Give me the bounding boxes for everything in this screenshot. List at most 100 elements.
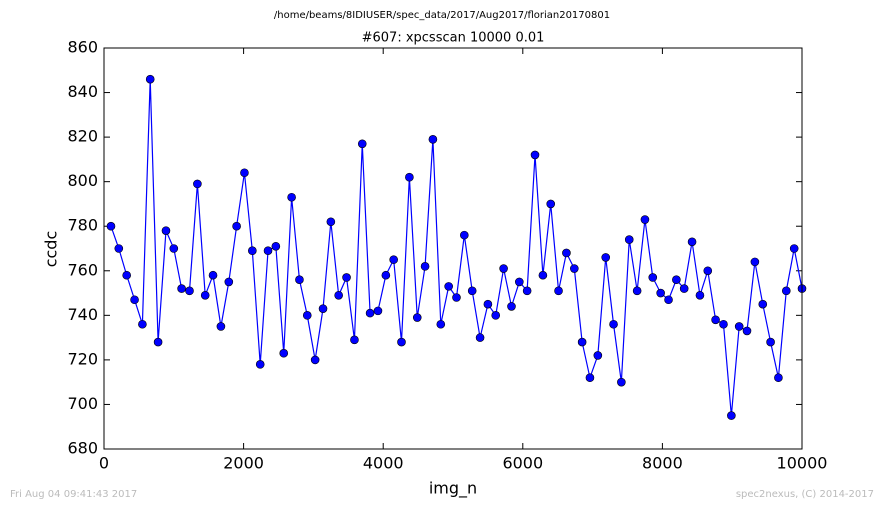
x-tick-label: 4000 bbox=[363, 454, 404, 473]
point bbox=[310, 355, 320, 365]
x-tick-label: 0 bbox=[99, 454, 109, 473]
point bbox=[711, 315, 720, 325]
point bbox=[734, 322, 744, 331]
point bbox=[577, 337, 587, 347]
point bbox=[664, 295, 673, 305]
point bbox=[279, 348, 289, 358]
point bbox=[703, 266, 713, 276]
point bbox=[255, 360, 265, 369]
point bbox=[169, 244, 179, 253]
point bbox=[640, 215, 650, 224]
point bbox=[656, 288, 665, 298]
y-tick-label: 820 bbox=[67, 127, 98, 146]
x-tick-label: 8000 bbox=[642, 454, 683, 473]
point bbox=[216, 322, 226, 331]
point bbox=[240, 168, 249, 178]
x-tick-label: 6000 bbox=[502, 454, 543, 473]
point bbox=[687, 237, 697, 247]
point bbox=[114, 244, 124, 253]
point bbox=[412, 313, 422, 322]
plot-frame bbox=[103, 47, 803, 450]
suptitle: /home/beams/8IDIUSER/spec_data/2017/Aug2… bbox=[274, 10, 610, 21]
point bbox=[153, 337, 163, 347]
point bbox=[436, 319, 446, 329]
point bbox=[208, 270, 218, 280]
series-line bbox=[110, 79, 803, 416]
point bbox=[475, 333, 485, 342]
point bbox=[507, 302, 516, 311]
y-axis-label: ccdc bbox=[42, 231, 61, 268]
point bbox=[672, 275, 681, 284]
point bbox=[263, 246, 273, 256]
x-tick-label: 2000 bbox=[223, 454, 264, 473]
point bbox=[373, 306, 383, 316]
y-tick-label: 740 bbox=[67, 305, 98, 324]
point bbox=[122, 270, 131, 280]
point bbox=[138, 319, 147, 329]
point bbox=[585, 373, 595, 383]
point bbox=[570, 264, 579, 273]
point bbox=[515, 277, 524, 287]
point bbox=[452, 293, 461, 302]
point bbox=[428, 135, 438, 144]
point bbox=[397, 337, 406, 347]
point bbox=[232, 221, 241, 231]
point bbox=[200, 290, 210, 300]
point bbox=[617, 377, 626, 387]
point bbox=[185, 286, 194, 296]
point bbox=[326, 217, 336, 227]
point bbox=[145, 74, 155, 84]
point bbox=[334, 290, 343, 300]
point bbox=[601, 253, 611, 262]
point bbox=[318, 304, 328, 313]
point bbox=[499, 264, 508, 273]
point bbox=[460, 230, 469, 240]
x-axis-label: img_n bbox=[429, 479, 477, 499]
point bbox=[789, 244, 799, 253]
y-tick-label: 780 bbox=[67, 216, 98, 235]
y-tick-label: 720 bbox=[67, 349, 98, 368]
point bbox=[719, 319, 728, 329]
point bbox=[679, 284, 689, 293]
point bbox=[530, 150, 540, 160]
point bbox=[483, 299, 493, 309]
point bbox=[593, 351, 603, 360]
point bbox=[271, 241, 281, 251]
footer-right: spec2nexus, (C) 2014-2017 bbox=[736, 489, 874, 500]
point bbox=[248, 246, 257, 256]
point bbox=[609, 319, 618, 329]
point bbox=[302, 311, 312, 320]
point bbox=[420, 262, 430, 271]
point bbox=[522, 286, 532, 296]
point bbox=[295, 275, 304, 284]
y-tick-label: 700 bbox=[67, 394, 98, 413]
x-tick-label: 10000 bbox=[777, 454, 828, 473]
y-tick-label: 860 bbox=[67, 38, 98, 57]
point bbox=[193, 179, 202, 189]
point bbox=[624, 235, 634, 244]
point bbox=[287, 192, 296, 202]
point bbox=[781, 286, 791, 296]
point bbox=[350, 335, 359, 345]
point bbox=[389, 255, 398, 264]
point bbox=[546, 199, 556, 209]
point bbox=[130, 295, 139, 305]
point bbox=[106, 221, 116, 231]
y-tick-label: 840 bbox=[67, 82, 98, 101]
point bbox=[444, 282, 453, 291]
point bbox=[766, 337, 775, 347]
point bbox=[224, 277, 234, 287]
point bbox=[562, 248, 571, 258]
point bbox=[632, 286, 642, 296]
point bbox=[727, 411, 736, 420]
y-tick-label: 680 bbox=[67, 439, 98, 458]
y-tick-label: 800 bbox=[67, 171, 98, 190]
point bbox=[491, 311, 501, 320]
point bbox=[742, 326, 752, 336]
point bbox=[538, 270, 548, 280]
point bbox=[554, 286, 563, 296]
point bbox=[758, 299, 768, 309]
point bbox=[774, 373, 783, 383]
point bbox=[648, 273, 658, 282]
